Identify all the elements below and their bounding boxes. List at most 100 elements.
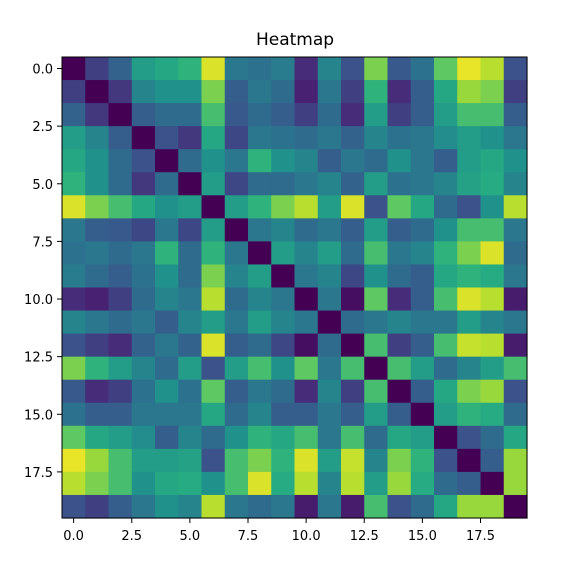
heatmap-cell <box>364 494 389 519</box>
heatmap-cell <box>178 379 203 404</box>
heatmap-cell <box>503 195 528 219</box>
heatmap-cell <box>480 241 505 266</box>
heatmap-cell <box>108 80 133 104</box>
heatmap-cell <box>317 494 342 519</box>
heatmap-cell <box>503 425 528 450</box>
heatmap-cell <box>85 402 110 427</box>
heatmap-cell <box>341 471 365 496</box>
heatmap-cell <box>317 356 342 381</box>
heatmap-cell <box>108 356 133 381</box>
heatmap-cell <box>294 471 319 496</box>
heatmap-cell <box>364 195 389 219</box>
heatmap-cell <box>85 126 110 150</box>
heatmap-cell <box>480 172 505 196</box>
heatmap-cell <box>131 264 156 289</box>
heatmap-cell <box>131 57 156 81</box>
heatmap-cell <box>155 149 179 173</box>
heatmap-cell <box>108 172 133 196</box>
heatmap-cell <box>457 195 482 219</box>
heatmap-cell <box>457 333 482 358</box>
heatmap-cell <box>294 218 319 242</box>
heatmap-cell <box>294 494 319 519</box>
heatmap-cell <box>434 126 458 150</box>
heatmap-cell <box>201 195 226 219</box>
heatmap-cell <box>85 172 110 196</box>
heatmap-cell <box>410 218 435 242</box>
heatmap-cell <box>434 149 458 173</box>
heatmap-cell <box>131 448 156 473</box>
heatmap-cell <box>317 333 342 358</box>
heatmap-cell <box>387 287 412 312</box>
heatmap-cell <box>178 425 203 450</box>
heatmap-cell <box>131 379 156 404</box>
heatmap-cell <box>62 172 86 196</box>
x-tick-label: 0.0 <box>63 529 84 544</box>
heatmap-cell <box>85 264 110 289</box>
heatmap-cell <box>480 195 505 219</box>
heatmap-cell <box>131 218 156 242</box>
heatmap-cell <box>410 195 435 219</box>
heatmap-cell <box>457 103 482 127</box>
heatmap-cell <box>364 471 389 496</box>
heatmap-cell <box>62 287 86 312</box>
heatmap-cell <box>503 218 528 242</box>
heatmap-cell <box>155 195 179 219</box>
heatmap-cell <box>317 241 342 266</box>
heatmap-cell <box>410 471 435 496</box>
heatmap-cell <box>457 471 482 496</box>
heatmap-cell <box>178 264 203 289</box>
heatmap-cell <box>364 149 389 173</box>
heatmap-cell <box>434 425 458 450</box>
heatmap-cell <box>364 356 389 381</box>
heatmap-cell <box>434 195 458 219</box>
heatmap-cell <box>271 126 296 150</box>
heatmap-cell <box>224 218 249 242</box>
heatmap-cell <box>178 356 203 381</box>
heatmap-cell <box>410 126 435 150</box>
heatmap-cell <box>271 333 296 358</box>
heatmap-cell <box>224 80 249 104</box>
heatmap-cell <box>503 126 528 150</box>
heatmap-cell <box>434 57 458 81</box>
heatmap-cell <box>155 57 179 81</box>
heatmap-cell <box>317 379 342 404</box>
heatmap-cell <box>294 333 319 358</box>
heatmap-cell <box>457 218 482 242</box>
heatmap-cell <box>85 241 110 266</box>
heatmap-cell <box>85 149 110 173</box>
heatmap-cell <box>364 287 389 312</box>
heatmap-cell <box>155 172 179 196</box>
heatmap-cell <box>317 471 342 496</box>
heatmap-cell <box>434 80 458 104</box>
heatmap-cell <box>317 448 342 473</box>
heatmap-cell <box>201 471 226 496</box>
heatmap-cell <box>317 80 342 104</box>
heatmap-cell <box>201 126 226 150</box>
heatmap-cell <box>294 103 319 127</box>
heatmap-cell <box>317 425 342 450</box>
heatmap-cell <box>131 310 156 335</box>
heatmap-cell <box>364 448 389 473</box>
heatmap-cell <box>341 425 365 450</box>
heatmap-cell <box>387 333 412 358</box>
heatmap-cell <box>457 80 482 104</box>
heatmap-cell <box>434 264 458 289</box>
heatmap-cell <box>271 264 296 289</box>
heatmap-cell <box>294 448 319 473</box>
heatmap-cell <box>248 172 272 196</box>
heatmap-cell <box>201 287 226 312</box>
heatmap-cell <box>131 103 156 127</box>
heatmap-cell <box>294 126 319 150</box>
heatmap-cell <box>341 172 365 196</box>
heatmap-cell <box>155 287 179 312</box>
heatmap-cell <box>341 379 365 404</box>
heatmap-cell <box>480 471 505 496</box>
heatmap-cell <box>178 471 203 496</box>
heatmap-cell <box>410 80 435 104</box>
heatmap-cell <box>248 310 272 335</box>
heatmap-cell <box>294 379 319 404</box>
heatmap-cell <box>480 310 505 335</box>
heatmap-cell <box>387 57 412 81</box>
heatmap-cell <box>341 218 365 242</box>
heatmap-cell <box>457 172 482 196</box>
